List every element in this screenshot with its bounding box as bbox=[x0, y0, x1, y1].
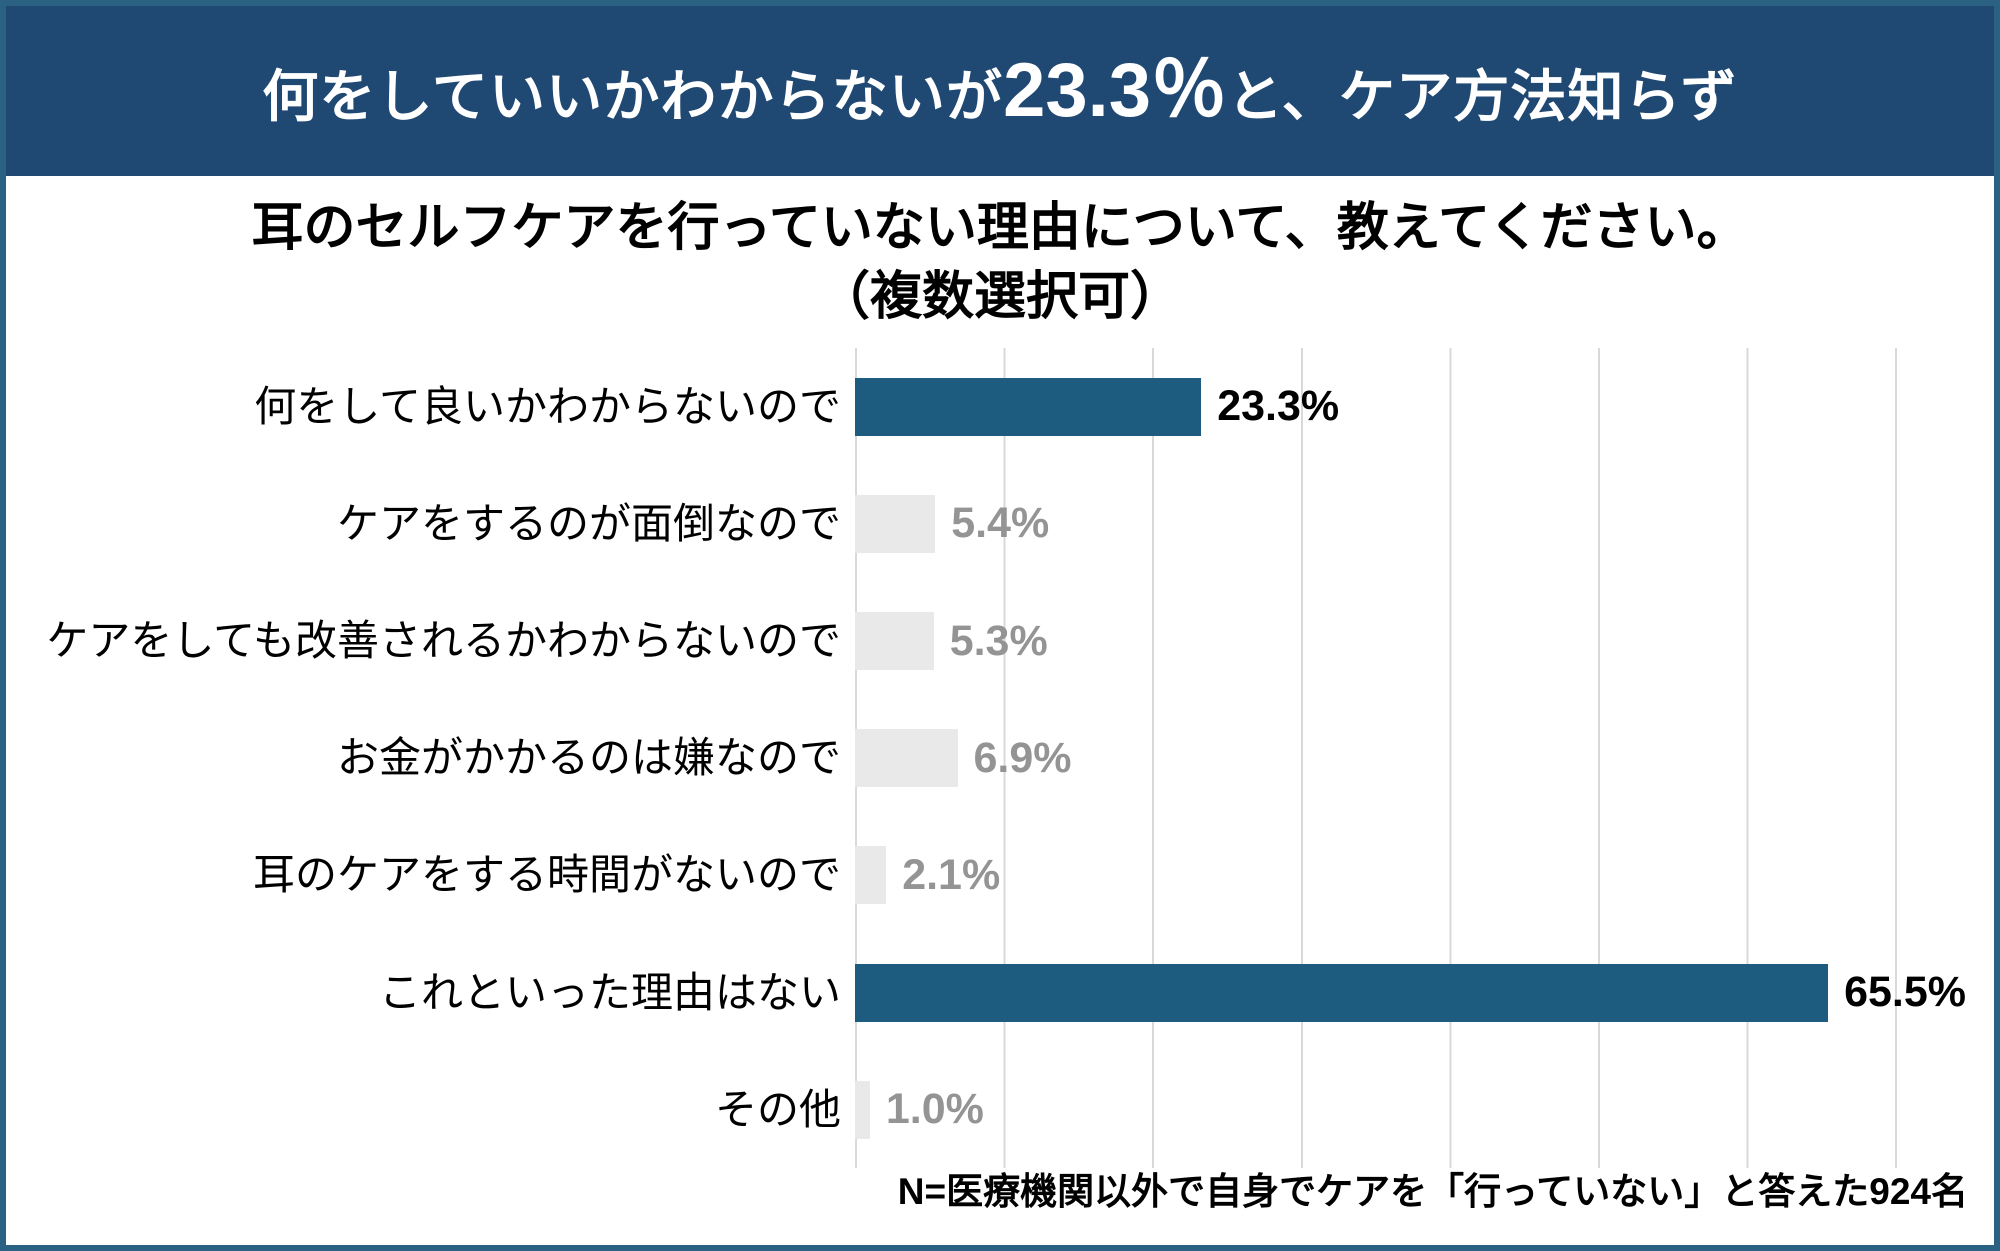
header-title: 何をしていいかわからないが23.3％と、ケア方法知らず bbox=[262, 53, 1738, 129]
category-label: お金がかかるのは嫌なので bbox=[336, 734, 841, 782]
header-title-number: 23.3％ bbox=[1003, 48, 1228, 133]
bar-area: 1.0% bbox=[855, 1051, 1897, 1168]
chart-question: 耳のセルフケアを行っていない理由について、教えてください。 （複数選択可） bbox=[6, 176, 1994, 331]
chart-question-line2: （複数選択可） bbox=[817, 267, 1182, 326]
bar bbox=[855, 1080, 870, 1139]
bar-area: 5.4% bbox=[855, 465, 1897, 582]
value-label: 5.3% bbox=[949, 616, 1048, 665]
category-label: 何をして良いかわからないので bbox=[254, 382, 841, 430]
bar bbox=[855, 612, 934, 671]
bar-area: 2.1% bbox=[855, 817, 1897, 934]
bar-area: 5.3% bbox=[855, 583, 1897, 700]
category-label: これといった理由はない bbox=[378, 968, 841, 1016]
header-banner: 何をしていいかわからないが23.3％と、ケア方法知らず bbox=[6, 6, 1994, 176]
sample-footnote: N=医療機関以外で自身でケアを「行っていない」と答えた924名 bbox=[897, 1171, 1968, 1213]
chart-row: 何をして良いかわからないので 23.3% bbox=[6, 348, 1994, 465]
category-label: ケアをしても改善されるかわからないので bbox=[46, 617, 841, 665]
bar bbox=[855, 494, 936, 553]
bar-area: 65.5% bbox=[855, 934, 1966, 1051]
bar bbox=[855, 846, 887, 905]
bar bbox=[855, 729, 958, 788]
chart-gridlines bbox=[855, 348, 1897, 1169]
chart-row: これといった理由はない 65.5% bbox=[6, 934, 1994, 1051]
chart-question-line1: 耳のセルフケアを行っていない理由について、教えてください。 bbox=[251, 199, 1749, 257]
chart-row: ケアをしても改善されるかわからないので 5.3% bbox=[6, 583, 1994, 700]
value-label: 2.1% bbox=[902, 850, 1001, 899]
value-label: 65.5% bbox=[1844, 968, 1967, 1017]
bar-area: 23.3% bbox=[855, 348, 1897, 465]
value-label: 5.4% bbox=[951, 499, 1050, 548]
bar bbox=[855, 377, 1202, 436]
category-label: その他 bbox=[714, 1085, 841, 1133]
value-label: 1.0% bbox=[885, 1085, 984, 1134]
chart-rows: 何をして良いかわからないので 23.3% ケアをするのが面倒なので 5.4% ケ… bbox=[6, 348, 1994, 1168]
header-title-suffix: と、ケア方法知らず bbox=[1227, 65, 1738, 128]
chart-row: ケアをするのが面倒なので 5.4% bbox=[6, 465, 1994, 582]
chart-row: その他 1.0% bbox=[6, 1051, 1994, 1168]
value-label: 23.3% bbox=[1217, 382, 1340, 431]
header-title-prefix: 何をしていいかわからないが bbox=[262, 65, 1004, 128]
bar-area: 6.9% bbox=[855, 700, 1897, 817]
bar-chart: 何をして良いかわからないので 23.3% ケアをするのが面倒なので 5.4% ケ… bbox=[6, 348, 1994, 1169]
bar bbox=[855, 963, 1829, 1022]
category-label: 耳のケアをする時間がないので bbox=[252, 851, 841, 899]
value-label: 6.9% bbox=[973, 733, 1072, 782]
chart-row: 耳のケアをする時間がないので 2.1% bbox=[6, 817, 1994, 934]
chart-row: お金がかかるのは嫌なので 6.9% bbox=[6, 700, 1994, 817]
category-label: ケアをするのが面倒なので bbox=[336, 499, 841, 547]
